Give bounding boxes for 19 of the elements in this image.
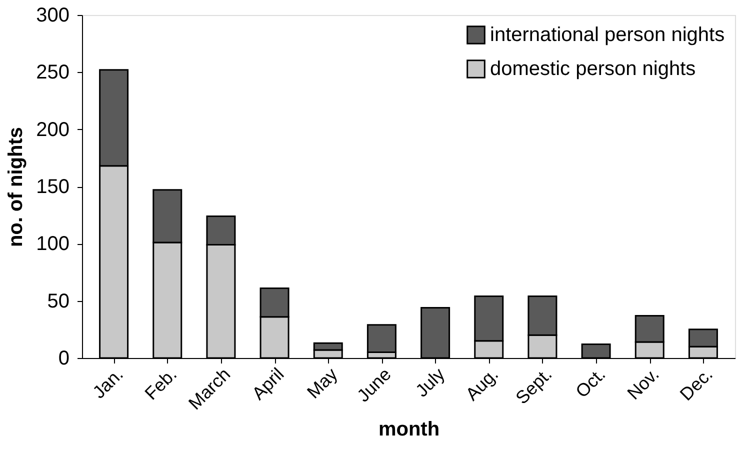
x-tick-label: Oct.	[572, 364, 610, 402]
legend-label: international person nights	[490, 24, 725, 46]
y-tick-label: 200	[36, 118, 70, 141]
x-tick-label: Aug.	[462, 364, 502, 404]
y-tick-label: 0	[58, 348, 70, 370]
x-tick-label: July	[412, 364, 449, 401]
x-tick-label: Dec.	[676, 364, 716, 404]
x-tick-label: Nov.	[623, 364, 663, 404]
legend-label: domestic person nights	[490, 58, 696, 80]
y-axis-title: no. of nights	[5, 127, 28, 247]
x-tick-label: Jan.	[88, 364, 128, 402]
y-tick-label: 300	[36, 4, 70, 26]
x-axis-title: month	[378, 418, 440, 441]
y-tick-label: 250	[36, 62, 70, 84]
y-tick-label: 100	[36, 233, 70, 256]
y-tick-label: 50	[47, 290, 70, 312]
y-tick-label: 150	[36, 176, 70, 198]
x-tick-label: May	[303, 364, 342, 402]
x-tick-label: Feb.	[140, 364, 181, 404]
